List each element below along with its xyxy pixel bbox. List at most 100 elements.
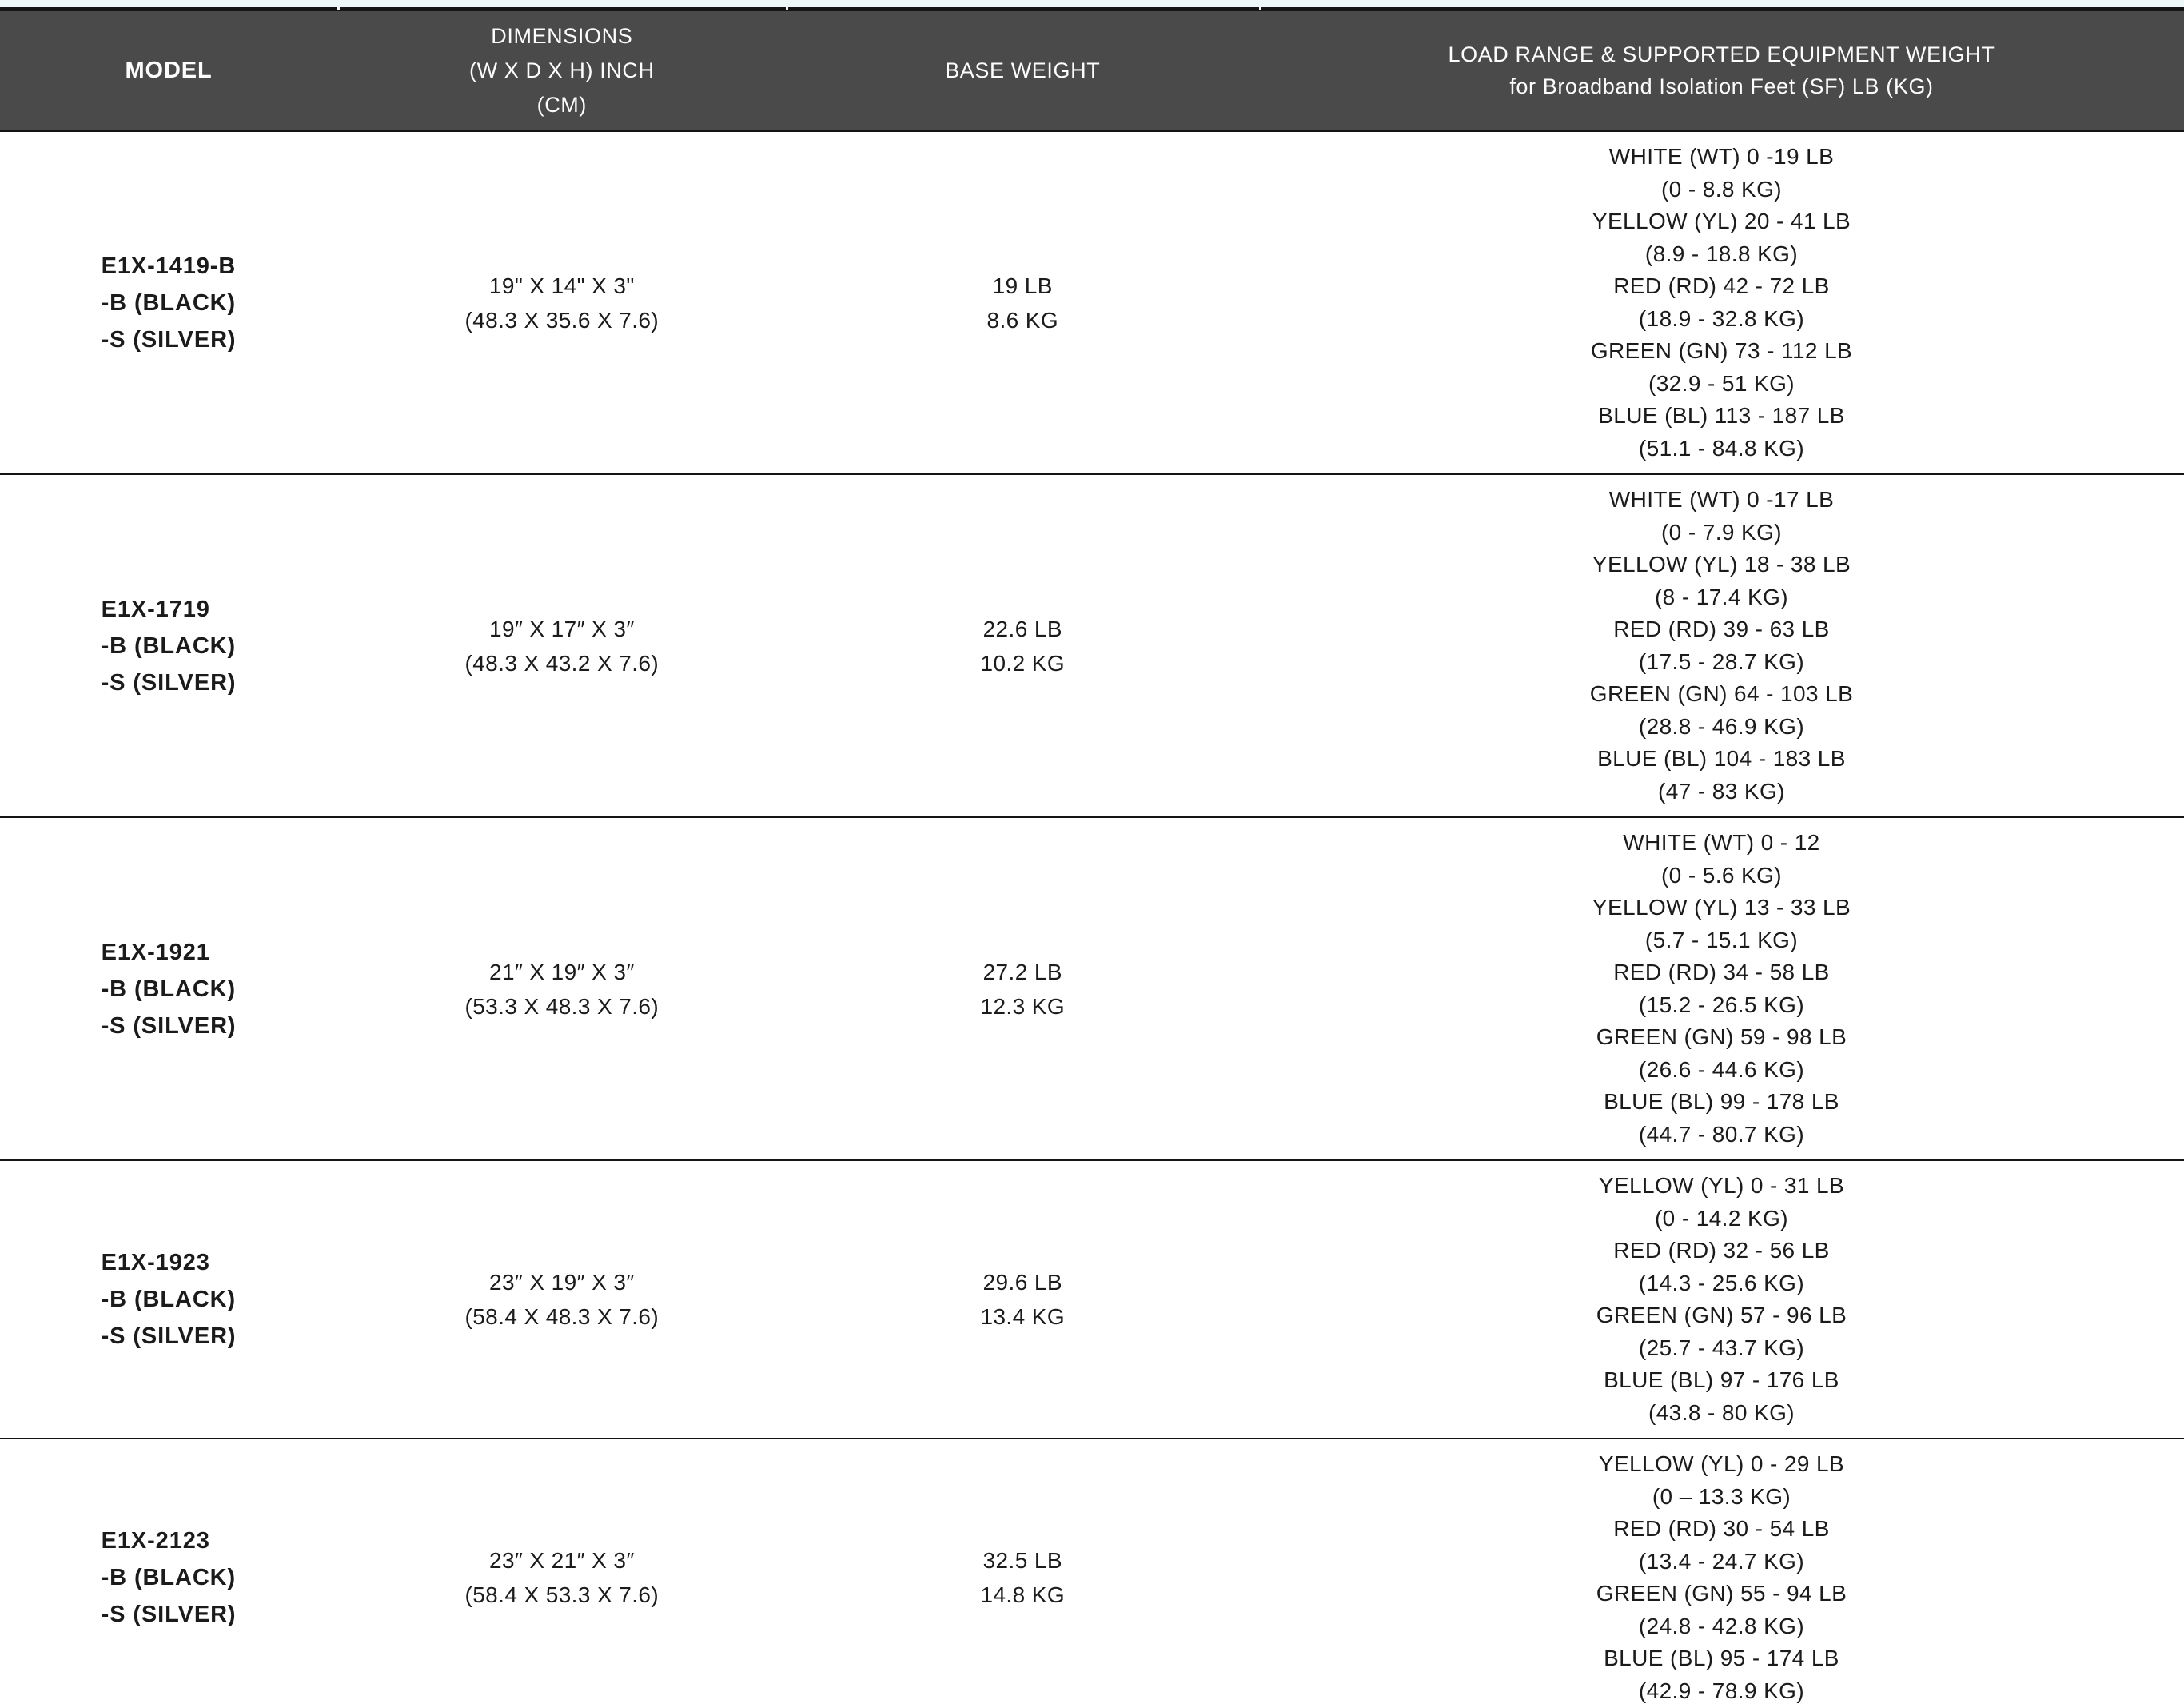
cell-load-range: WHITE (WT) 0 -17 LB (0 - 7.9 KG) YELLOW (Y… <box>1259 484 2184 808</box>
load-range-line: (15.2 - 26.5 KG) <box>1638 992 1805 1017</box>
load-range-line: RED (RD) 39 - 63 LB <box>1613 617 1830 641</box>
column-tick <box>786 2 788 10</box>
table-header: MODEL DIMENSIONS (W X D X H) INCH (CM) B… <box>0 11 2184 132</box>
dimensions-block: 19″ X 17″ X 3″ (48.3 X 43.2 X 7.6) <box>345 612 778 680</box>
header-cell-model: MODEL <box>0 52 337 89</box>
base-weight-line: 19 LB <box>992 273 1053 298</box>
dimensions-line: (58.4 X 53.3 X 7.6) <box>464 1582 660 1607</box>
model-line: -B (BLACK) <box>101 289 237 316</box>
cell-dimensions: 23″ X 19″ X 3″ (58.4 X 48.3 X 7.6) <box>337 1265 786 1334</box>
load-range-line: (0 - 5.6 KG) <box>1660 862 1783 888</box>
dimensions-line: 21″ X 19″ X 3″ <box>488 959 635 984</box>
load-range-line: (5.7 - 15.1 KG) <box>1644 927 1799 952</box>
cell-dimensions: 19" X 14" X 3" (48.3 X 35.6 X 7.6) <box>337 269 786 337</box>
table-row: E1X-2123 -B (BLACK) -S (SILVER) 23″ X 21″ X… <box>0 1439 2184 1708</box>
model-line: E1X-1419-B <box>101 253 237 279</box>
load-range-line: (13.4 - 24.7 KG) <box>1638 1548 1805 1574</box>
cell-model: E1X-1923 -B (BLACK) -S (SILVER) <box>0 1244 337 1355</box>
cell-base-weight: 27.2 LB 12.3 KG <box>787 955 1259 1024</box>
cell-base-weight: 22.6 LB 10.2 KG <box>787 612 1259 680</box>
model-line: -B (BLACK) <box>101 1287 237 1312</box>
load-range-line: GREEN (GN) 73 - 112 LB <box>1590 338 1853 363</box>
base-weight-line: 13.4 KG <box>980 1304 1066 1329</box>
load-range-line: (14.3 - 25.6 KG) <box>1638 1270 1805 1295</box>
dimensions-line: (58.4 X 48.3 X 7.6) <box>464 1304 660 1329</box>
cell-base-weight: 29.6 LB 13.4 KG <box>787 1265 1259 1334</box>
table-row: E1X-1923 -B (BLACK) -S (SILVER) 23″ X 19″ X… <box>0 1161 2184 1439</box>
load-range-line: (0 - 14.2 KG) <box>1654 1205 1788 1231</box>
load-range-line: (8 - 17.4 KG) <box>1654 584 1788 609</box>
model-line: E1X-1921 <box>101 939 210 965</box>
load-range-line: BLUE (BL) 113 - 187 LB <box>1598 403 1845 428</box>
model-line: -B (BLACK) <box>101 633 237 659</box>
cell-dimensions: 19″ X 17″ X 3″ (48.3 X 43.2 X 7.6) <box>337 612 786 680</box>
load-range-line: (28.8 - 46.9 KG) <box>1638 713 1805 739</box>
cell-load-range: YELLOW (YL) 0 - 31 LB (0 - 14.2 KG) RED (R… <box>1259 1170 2184 1429</box>
base-weight-line: 8.6 KG <box>986 307 1059 333</box>
table-row: E1X-1419-B -B (BLACK) -S (SILVER) 19" X 14"… <box>0 132 2184 475</box>
table-row: E1X-1719 -B (BLACK) -S (SILVER) 19″ X 17″ X… <box>0 475 2184 818</box>
column-tick <box>337 2 340 10</box>
model-block: E1X-1419-B -B (BLACK) -S (SILVER) <box>102 248 237 358</box>
load-range-line: (0 - 7.9 KG) <box>1660 519 1783 545</box>
model-line: E1X-1719 <box>101 596 210 622</box>
model-block: E1X-2123 -B (BLACK) -S (SILVER) <box>102 1522 237 1633</box>
base-weight-line: 32.5 LB <box>982 1548 1062 1573</box>
header-cell-load-range: LOAD RANGE & SUPPORTED EQUIPMENT WEIGHT … <box>1259 38 2184 103</box>
load-range-line: (0 – 13.3 KG) <box>1652 1483 1791 1509</box>
cell-model: E1X-1921 -B (BLACK) -S (SILVER) <box>0 934 337 1044</box>
load-range-line: YELLOW (YL) 13 - 33 LB <box>1592 895 1851 920</box>
base-weight-block: 29.6 LB 13.4 KG <box>795 1265 1251 1334</box>
cell-dimensions: 21″ X 19″ X 3″ (53.3 X 48.3 X 7.6) <box>337 955 786 1024</box>
dimensions-line: (48.3 X 35.6 X 7.6) <box>464 307 660 333</box>
base-weight-block: 22.6 LB 10.2 KG <box>795 612 1251 680</box>
model-line: -S (SILVER) <box>101 1323 237 1349</box>
cell-load-range: WHITE (WT) 0 -19 LB (0 - 8.8 KG) YELLOW (Y… <box>1259 141 2184 465</box>
load-range-line: (18.9 - 32.8 KG) <box>1638 305 1805 331</box>
load-range-line: (8.9 - 18.8 KG) <box>1644 241 1799 266</box>
cell-dimensions: 23″ X 21″ X 3″ (58.4 X 53.3 X 7.6) <box>337 1543 786 1612</box>
model-block: E1X-1921 -B (BLACK) -S (SILVER) <box>102 934 237 1044</box>
load-range-line: WHITE (WT) 0 - 12 <box>1623 830 1820 855</box>
base-weight-line: 22.6 LB <box>982 616 1062 641</box>
dimensions-line: 23″ X 21″ X 3″ <box>488 1548 635 1573</box>
dimensions-block: 23″ X 21″ X 3″ (58.4 X 53.3 X 7.6) <box>345 1543 778 1612</box>
load-range-block: YELLOW (YL) 0 - 29 LB (0 – 13.3 KG) RED (R… <box>1267 1448 2176 1707</box>
header-load-range-sub: for Broadband Isolation Feet (SF) LB (KG… <box>1509 74 1934 98</box>
dimensions-line: (48.3 X 43.2 X 7.6) <box>464 650 660 676</box>
header-load-range-label: LOAD RANGE & SUPPORTED EQUIPMENT WEIGHT <box>1448 42 1995 66</box>
header-dimensions-label: DIMENSIONS <box>491 23 633 48</box>
load-range-block: YELLOW (YL) 0 - 31 LB (0 - 14.2 KG) RED (R… <box>1267 1170 2176 1429</box>
column-tick <box>1259 2 1261 10</box>
cell-load-range: YELLOW (YL) 0 - 29 LB (0 – 13.3 KG) RED (R… <box>1259 1448 2184 1707</box>
header-cell-dimensions: DIMENSIONS (W X D X H) INCH (CM) <box>337 19 786 122</box>
top-strip <box>0 0 2184 11</box>
load-range-line: YELLOW (YL) 0 - 29 LB <box>1598 1451 1845 1476</box>
load-range-line: GREEN (GN) 64 - 103 LB <box>1589 681 1854 706</box>
load-range-line: WHITE (WT) 0 -19 LB <box>1608 144 1835 169</box>
cell-base-weight: 19 LB 8.6 KG <box>787 269 1259 337</box>
cell-model: E1X-1419-B -B (BLACK) -S (SILVER) <box>0 248 337 358</box>
load-range-line: (42.9 - 78.9 KG) <box>1638 1678 1805 1703</box>
load-range-line: RED (RD) 32 - 56 LB <box>1613 1238 1830 1263</box>
dimensions-block: 21″ X 19″ X 3″ (53.3 X 48.3 X 7.6) <box>345 955 778 1024</box>
base-weight-line: 27.2 LB <box>982 959 1062 984</box>
model-line: E1X-1923 <box>101 1250 210 1275</box>
dimensions-block: 23″ X 19″ X 3″ (58.4 X 48.3 X 7.6) <box>345 1265 778 1334</box>
header-dimensions-sub2: (CM) <box>536 92 587 117</box>
load-range-block: WHITE (WT) 0 - 12 (0 - 5.6 KG) YELLOW (YL)… <box>1267 827 2176 1151</box>
load-range-line: RED (RD) 34 - 58 LB <box>1613 960 1830 984</box>
model-line: -S (SILVER) <box>101 1012 237 1039</box>
load-range-line: (0 - 8.8 KG) <box>1660 176 1783 202</box>
load-range-block: WHITE (WT) 0 -19 LB (0 - 8.8 KG) YELLOW (Y… <box>1267 141 2176 465</box>
model-block: E1X-1719 -B (BLACK) -S (SILVER) <box>102 591 237 701</box>
load-range-line: BLUE (BL) 104 - 183 LB <box>1597 746 1846 771</box>
table-row: E1X-1921 -B (BLACK) -S (SILVER) 21″ X 19″ X… <box>0 818 2184 1161</box>
cell-load-range: WHITE (WT) 0 - 12 (0 - 5.6 KG) YELLOW (YL)… <box>1259 827 2184 1151</box>
model-line: -S (SILVER) <box>101 326 237 353</box>
load-range-line: GREEN (GN) 59 - 98 LB <box>1596 1024 1847 1049</box>
load-range-line: (51.1 - 84.8 KG) <box>1638 435 1805 461</box>
model-line: -S (SILVER) <box>101 1602 237 1627</box>
header-dimensions-sub1: (W X D X H) INCH <box>469 58 655 82</box>
